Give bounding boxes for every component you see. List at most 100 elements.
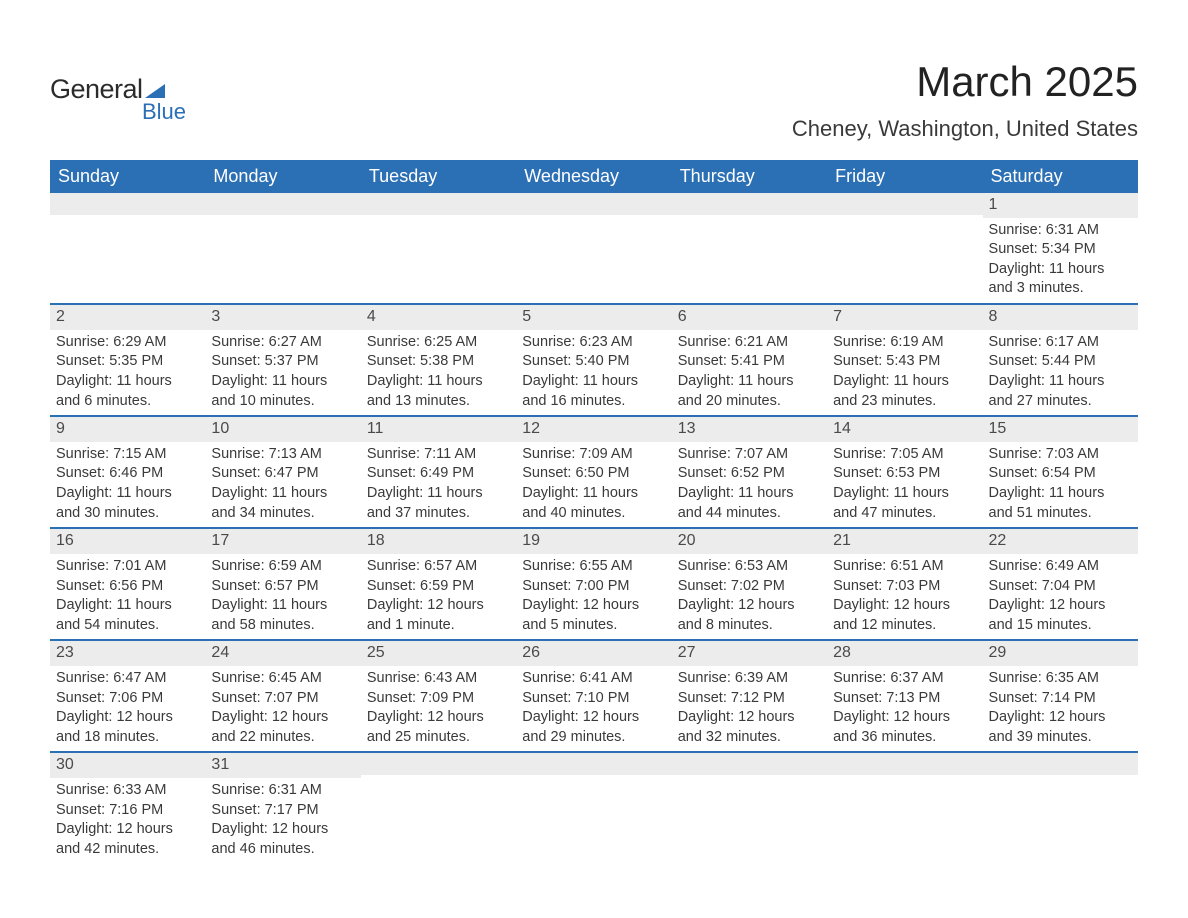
day-body: Sunrise: 6:33 AMSunset: 7:16 PMDaylight:… — [50, 778, 205, 863]
calendar-week: 9Sunrise: 7:15 AMSunset: 6:46 PMDaylight… — [50, 416, 1138, 528]
daylight-line2: and 46 minutes. — [211, 840, 354, 860]
day-number: 9 — [50, 417, 205, 442]
day-number: 26 — [516, 641, 671, 666]
sunset-text: Sunset: 7:04 PM — [989, 577, 1132, 597]
calendar-cell: 27Sunrise: 6:39 AMSunset: 7:12 PMDayligh… — [672, 640, 827, 752]
daylight-line1: Daylight: 12 hours — [989, 596, 1132, 616]
daylight-line1: Daylight: 11 hours — [522, 372, 665, 392]
day-body: Sunrise: 7:07 AMSunset: 6:52 PMDaylight:… — [672, 442, 827, 527]
sunrise-text: Sunrise: 6:45 AM — [211, 669, 354, 689]
calendar-week: 30Sunrise: 6:33 AMSunset: 7:16 PMDayligh… — [50, 752, 1138, 863]
daylight-line2: and 42 minutes. — [56, 840, 199, 860]
logo-word2: Blue — [142, 99, 186, 125]
daylight-line1: Daylight: 12 hours — [522, 708, 665, 728]
sunset-text: Sunset: 6:54 PM — [989, 464, 1132, 484]
day-number: 28 — [827, 641, 982, 666]
sunrise-text: Sunrise: 6:49 AM — [989, 557, 1132, 577]
calendar-cell: 23Sunrise: 6:47 AMSunset: 7:06 PMDayligh… — [50, 640, 205, 752]
daylight-line1: Daylight: 12 hours — [522, 596, 665, 616]
calendar-cell — [361, 752, 516, 863]
day-number — [516, 193, 671, 215]
calendar-cell — [672, 752, 827, 863]
daylight-line1: Daylight: 11 hours — [367, 372, 510, 392]
sunset-text: Sunset: 6:46 PM — [56, 464, 199, 484]
day-number: 10 — [205, 417, 360, 442]
calendar-cell — [827, 752, 982, 863]
daylight-line1: Daylight: 12 hours — [989, 708, 1132, 728]
day-body: Sunrise: 6:31 AMSunset: 5:34 PMDaylight:… — [983, 218, 1138, 303]
day-header-row: Sunday Monday Tuesday Wednesday Thursday… — [50, 160, 1138, 193]
day-number: 24 — [205, 641, 360, 666]
day-number — [672, 753, 827, 775]
daylight-line2: and 3 minutes. — [989, 279, 1132, 299]
day-number — [672, 193, 827, 215]
daylight-line1: Daylight: 12 hours — [56, 708, 199, 728]
sunset-text: Sunset: 5:34 PM — [989, 240, 1132, 260]
calendar-cell: 29Sunrise: 6:35 AMSunset: 7:14 PMDayligh… — [983, 640, 1138, 752]
day-body: Sunrise: 6:55 AMSunset: 7:00 PMDaylight:… — [516, 554, 671, 639]
daylight-line2: and 13 minutes. — [367, 392, 510, 412]
calendar-cell: 25Sunrise: 6:43 AMSunset: 7:09 PMDayligh… — [361, 640, 516, 752]
sunrise-text: Sunrise: 6:59 AM — [211, 557, 354, 577]
daylight-line1: Daylight: 12 hours — [56, 820, 199, 840]
sunrise-text: Sunrise: 7:11 AM — [367, 445, 510, 465]
day-body: Sunrise: 6:27 AMSunset: 5:37 PMDaylight:… — [205, 330, 360, 415]
calendar-cell — [827, 193, 982, 304]
calendar-cell: 2Sunrise: 6:29 AMSunset: 5:35 PMDaylight… — [50, 304, 205, 416]
day-body: Sunrise: 6:53 AMSunset: 7:02 PMDaylight:… — [672, 554, 827, 639]
day-body: Sunrise: 6:43 AMSunset: 7:09 PMDaylight:… — [361, 666, 516, 751]
daylight-line1: Daylight: 11 hours — [989, 484, 1132, 504]
calendar-cell: 3Sunrise: 6:27 AMSunset: 5:37 PMDaylight… — [205, 304, 360, 416]
sunset-text: Sunset: 7:14 PM — [989, 689, 1132, 709]
calendar-cell: 26Sunrise: 6:41 AMSunset: 7:10 PMDayligh… — [516, 640, 671, 752]
sunset-text: Sunset: 7:13 PM — [833, 689, 976, 709]
sunset-text: Sunset: 5:41 PM — [678, 352, 821, 372]
calendar-cell: 5Sunrise: 6:23 AMSunset: 5:40 PMDaylight… — [516, 304, 671, 416]
day-body: Sunrise: 7:01 AMSunset: 6:56 PMDaylight:… — [50, 554, 205, 639]
dayhead-wed: Wednesday — [516, 160, 671, 193]
dayhead-sat: Saturday — [983, 160, 1138, 193]
logo: General Blue — [50, 40, 186, 125]
day-body: Sunrise: 7:15 AMSunset: 6:46 PMDaylight:… — [50, 442, 205, 527]
day-number: 8 — [983, 305, 1138, 330]
sunrise-text: Sunrise: 7:13 AM — [211, 445, 354, 465]
calendar-week: 1Sunrise: 6:31 AMSunset: 5:34 PMDaylight… — [50, 193, 1138, 304]
calendar-cell: 4Sunrise: 6:25 AMSunset: 5:38 PMDaylight… — [361, 304, 516, 416]
calendar-cell — [983, 752, 1138, 863]
calendar-cell: 9Sunrise: 7:15 AMSunset: 6:46 PMDaylight… — [50, 416, 205, 528]
calendar-cell: 31Sunrise: 6:31 AMSunset: 7:17 PMDayligh… — [205, 752, 360, 863]
sunset-text: Sunset: 7:02 PM — [678, 577, 821, 597]
sunset-text: Sunset: 5:35 PM — [56, 352, 199, 372]
sunset-text: Sunset: 6:56 PM — [56, 577, 199, 597]
daylight-line2: and 34 minutes. — [211, 504, 354, 524]
day-number: 23 — [50, 641, 205, 666]
day-number: 6 — [672, 305, 827, 330]
sunrise-text: Sunrise: 6:43 AM — [367, 669, 510, 689]
daylight-line2: and 54 minutes. — [56, 616, 199, 636]
day-body — [827, 775, 982, 851]
day-number: 12 — [516, 417, 671, 442]
daylight-line1: Daylight: 11 hours — [211, 596, 354, 616]
sunrise-text: Sunrise: 6:23 AM — [522, 333, 665, 353]
sunset-text: Sunset: 6:47 PM — [211, 464, 354, 484]
day-number: 25 — [361, 641, 516, 666]
day-body — [672, 775, 827, 851]
daylight-line2: and 12 minutes. — [833, 616, 976, 636]
daylight-line1: Daylight: 11 hours — [678, 484, 821, 504]
calendar-cell: 17Sunrise: 6:59 AMSunset: 6:57 PMDayligh… — [205, 528, 360, 640]
daylight-line2: and 58 minutes. — [211, 616, 354, 636]
calendar-cell: 24Sunrise: 6:45 AMSunset: 7:07 PMDayligh… — [205, 640, 360, 752]
day-number: 14 — [827, 417, 982, 442]
sunset-text: Sunset: 5:40 PM — [522, 352, 665, 372]
sunrise-text: Sunrise: 7:09 AM — [522, 445, 665, 465]
daylight-line2: and 30 minutes. — [56, 504, 199, 524]
calendar-week: 23Sunrise: 6:47 AMSunset: 7:06 PMDayligh… — [50, 640, 1138, 752]
calendar-cell: 7Sunrise: 6:19 AMSunset: 5:43 PMDaylight… — [827, 304, 982, 416]
day-number: 27 — [672, 641, 827, 666]
daylight-line2: and 32 minutes. — [678, 728, 821, 748]
calendar-cell: 30Sunrise: 6:33 AMSunset: 7:16 PMDayligh… — [50, 752, 205, 863]
day-body: Sunrise: 6:41 AMSunset: 7:10 PMDaylight:… — [516, 666, 671, 751]
calendar-cell — [50, 193, 205, 304]
day-number — [205, 193, 360, 215]
page-header: General Blue March 2025 Cheney, Washingt… — [50, 40, 1138, 142]
